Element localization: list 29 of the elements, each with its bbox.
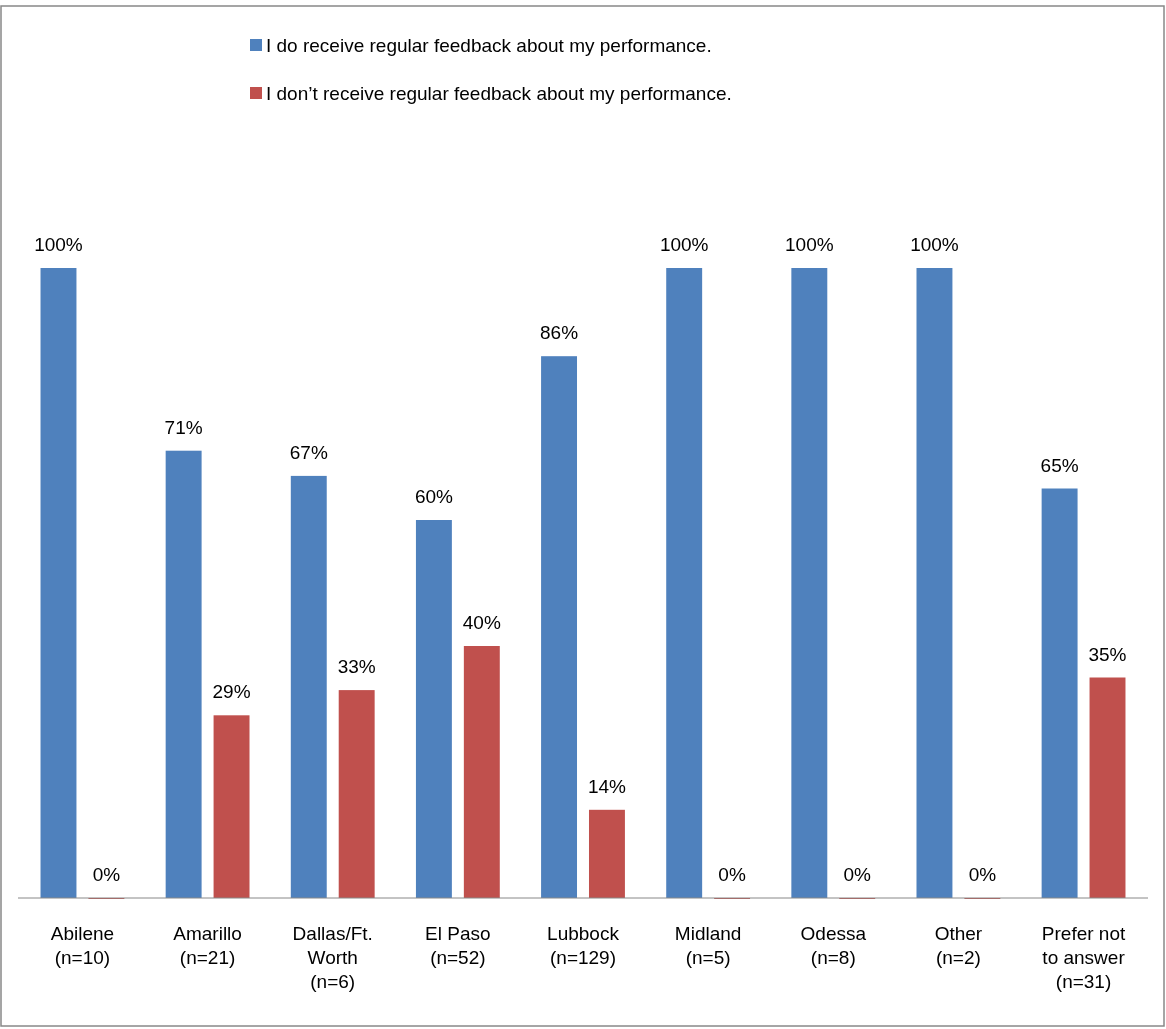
x-tick-label: Prefer not to answer (n=31)	[1041, 923, 1126, 992]
legend-label: I do receive regular feedback about my performance.	[266, 35, 712, 56]
x-tick-label: Lubbock (n=129)	[547, 923, 620, 968]
x-tick-label: El Paso (n=52)	[425, 923, 491, 968]
x-tick-label: Abilene (n=10)	[50, 923, 115, 968]
data-label: 86%	[540, 322, 579, 344]
data-label: 0%	[843, 864, 872, 885]
data-label: 100%	[910, 234, 959, 255]
data-label: 100%	[34, 234, 83, 255]
data-label: 35%	[1088, 643, 1127, 665]
x-tick-label: Amarillo (n=21)	[173, 923, 242, 968]
data-label: 29%	[212, 681, 251, 703]
data-label: 65%	[1040, 454, 1079, 476]
x-tick-label: Midland (n=5)	[674, 923, 742, 968]
data-label: 100%	[785, 234, 834, 255]
x-tick-label: Other (n=2)	[934, 923, 983, 968]
data-label: 40%	[462, 612, 501, 633]
data-label: 33%	[337, 656, 376, 678]
data-label: 14%	[587, 775, 627, 797]
data-label: 67%	[289, 441, 328, 463]
legend-label: I don’t receive regular feedback about my performance.	[266, 83, 732, 104]
data-label: 60%	[414, 486, 454, 507]
x-tick-label: Dallas/Ft. Worth (n=6)	[292, 923, 373, 992]
data-label: 71%	[164, 416, 203, 438]
data-label: 0%	[92, 864, 121, 885]
x-tick-label: Odessa (n=8)	[800, 923, 867, 968]
data-label: 0%	[968, 864, 997, 885]
data-label: 0%	[718, 864, 746, 885]
data-label: 100%	[659, 234, 709, 255]
